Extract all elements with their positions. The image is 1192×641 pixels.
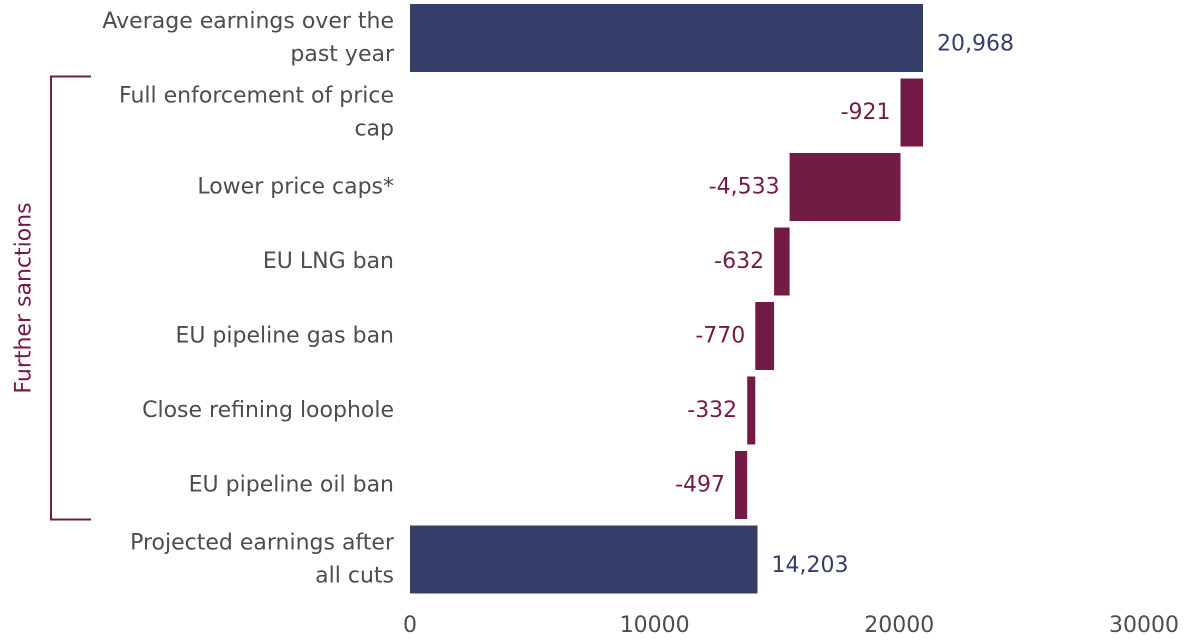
bar-6 xyxy=(735,451,748,519)
value-label-2: -4,533 xyxy=(709,175,780,200)
category-label-6-line-0: EU pipeline oil ban xyxy=(189,473,394,498)
category-label-7-line-1: all cuts xyxy=(315,564,394,589)
x-tick-label-0: 0 xyxy=(403,613,417,637)
category-label-6: EU pipeline oil ban xyxy=(189,473,394,498)
bar-2 xyxy=(789,153,901,221)
value-label-7: 14,203 xyxy=(772,553,849,578)
value-label-3: -632 xyxy=(714,249,764,274)
category-label-2-line-0: Lower price caps* xyxy=(197,175,394,200)
category-label-0-line-0: Average earnings over the xyxy=(102,9,394,34)
category-label-5-line-0: Close refining loophole xyxy=(142,398,394,423)
category-label-7-line-0: Projected earnings after xyxy=(130,531,395,556)
category-label-2: Lower price caps* xyxy=(197,175,394,200)
group-bracket-layer: Further sanctions xyxy=(12,75,91,521)
bar-1 xyxy=(900,78,923,147)
category-label-5: Close refining loophole xyxy=(142,398,394,423)
category-label-1-line-1: cap xyxy=(354,117,394,142)
value-label-4: -770 xyxy=(695,324,745,349)
category-label-3: EU LNG ban xyxy=(263,249,394,274)
value-label-1: -921 xyxy=(841,100,891,125)
category-label-7: Projected earnings after all cuts xyxy=(130,531,395,589)
x-tick-label-2: 20000 xyxy=(864,613,934,637)
category-label-1: Full enforcement of price cap xyxy=(119,84,394,142)
bars xyxy=(410,4,923,594)
x-tick-label-3: 30000 xyxy=(1109,613,1179,637)
bar-3 xyxy=(774,227,790,296)
bar-5 xyxy=(747,376,756,445)
category-labels: Average earnings over the past year Full e… xyxy=(102,9,395,589)
category-label-4-line-0: EU pipeline gas ban xyxy=(175,324,394,349)
bar-0 xyxy=(410,4,923,72)
group-bracket xyxy=(50,75,91,521)
category-label-4: EU pipeline gas ban xyxy=(175,324,394,349)
bar-7 xyxy=(410,525,758,594)
x-tick-label-1: 10000 xyxy=(620,613,690,637)
category-label-0: Average earnings over the past year xyxy=(102,9,395,67)
group-bracket-label: Further sanctions xyxy=(12,202,37,393)
value-labels: 20,968 -921 -4,533 -632 -770 -332 -497 14,203 xyxy=(675,32,1014,579)
value-label-6: -497 xyxy=(675,473,725,498)
category-label-1-line-0: Full enforcement of price xyxy=(119,84,394,109)
x-axis: 0 10000 20000 30000 xyxy=(403,613,1179,638)
value-label-5: -332 xyxy=(687,398,737,423)
category-label-3-line-0: EU LNG ban xyxy=(263,249,394,274)
value-label-0: 20,968 xyxy=(937,32,1014,57)
category-label-0-line-1: past year xyxy=(290,42,395,67)
bar-4 xyxy=(755,302,775,370)
